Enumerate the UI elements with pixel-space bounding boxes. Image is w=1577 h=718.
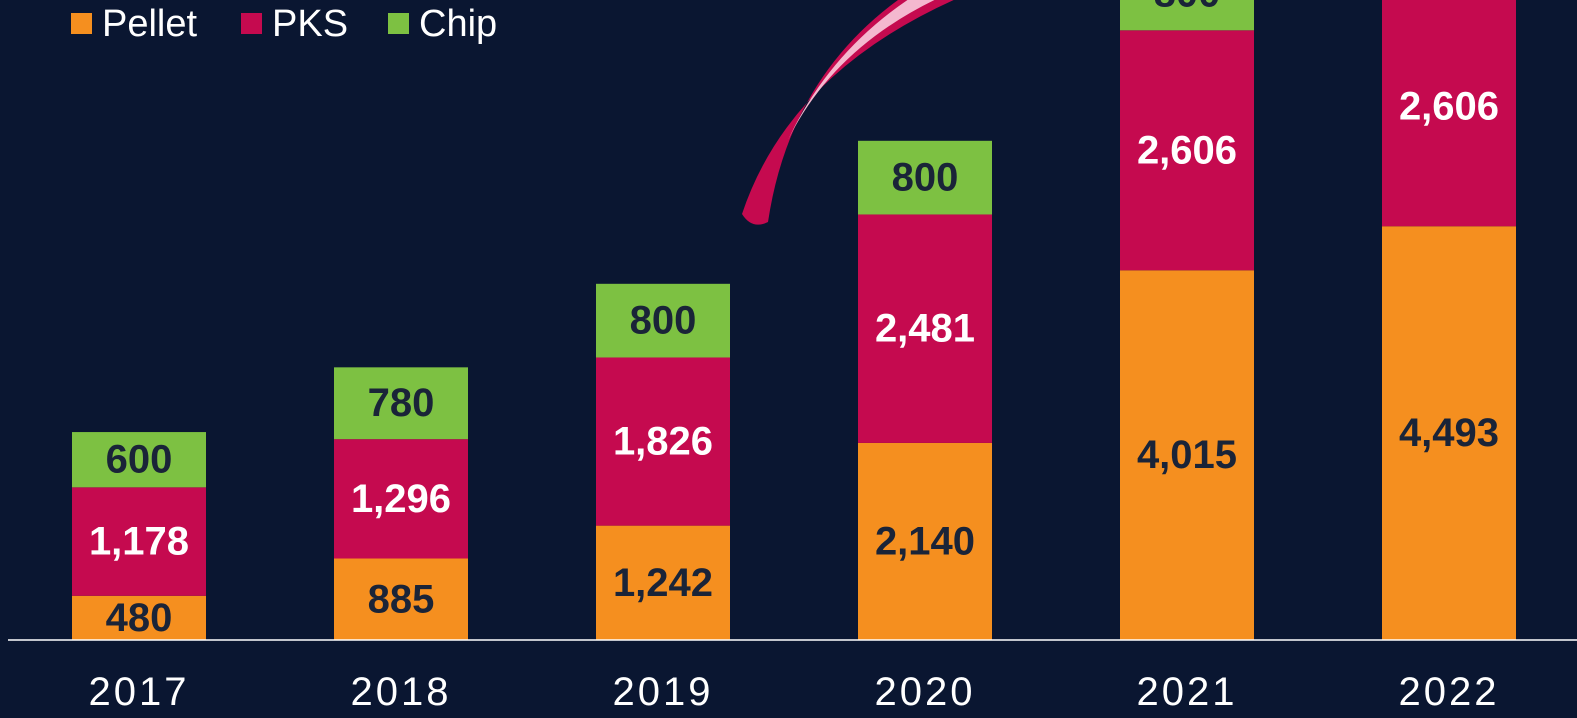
bar-segment [1382,0,1516,227]
value-label: 2,606 [1137,128,1237,172]
x-tick-label: 2017 [89,670,190,714]
bars: 480 1,178 600 885 1,296 780 1,242 1,826 800 2,140… [72,0,1516,641]
value-label: 780 [368,381,435,425]
bar-segment [72,595,206,640]
bar-segment [1120,30,1254,271]
bar-segment [858,214,992,443]
legend-swatch [241,13,262,34]
bar-segment [858,442,992,640]
swoosh [742,0,954,225]
value-label: 800 [892,156,959,200]
legend-label: PKS [272,3,348,45]
value-label: 2,606 [1399,84,1499,128]
legend-label: Chip [419,3,497,45]
x-tick-label: 2021 [1137,670,1238,714]
value-label: 4,493 [1399,411,1499,455]
bar-segment [334,558,468,640]
x-tick-label: 2018 [351,670,452,714]
legend-swatch [388,13,409,34]
legend: Pellet PKS Chip [71,3,497,45]
legend-label: Pellet [102,3,197,45]
bar-segment [596,283,730,358]
value-label: 1,242 [613,561,713,605]
bar-segment [858,140,992,215]
value-label: 800 [1154,0,1221,15]
x-tick-label: 2019 [613,670,714,714]
legend-swatch [71,13,92,34]
value-label: 480 [106,596,173,640]
bar-segment [596,525,730,640]
bar-segment [1382,226,1516,641]
bar-segment [1120,270,1254,640]
x-tick-label: 2022 [1399,670,1500,714]
value-label: 4,015 [1137,433,1237,477]
bar-segment [72,487,206,596]
value-label: 1,296 [351,477,451,521]
value-label: 885 [368,577,435,621]
bar-segment [596,357,730,526]
bar-segment [334,439,468,559]
x-tick-label: 2020 [875,670,976,714]
bar-segment [72,432,206,488]
value-label: 600 [106,438,173,482]
value-label: 1,826 [613,420,713,464]
value-label: 800 [630,299,697,343]
bar-segment [1120,0,1254,31]
value-label: 2,140 [875,519,975,563]
value-label: 1,178 [89,520,189,564]
bar-segment [334,367,468,440]
value-label: 2,481 [875,307,975,351]
